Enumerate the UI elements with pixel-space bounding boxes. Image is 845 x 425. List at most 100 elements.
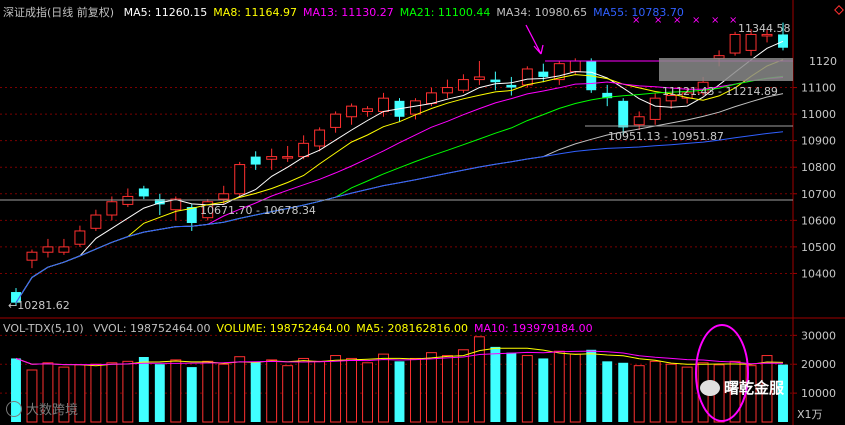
candle <box>410 98 421 120</box>
candle-body <box>378 97 389 112</box>
volume-highlight-circle <box>695 324 749 422</box>
candle-body <box>74 230 86 245</box>
candle-body <box>90 214 102 229</box>
y-tick-label: 10900 <box>801 135 836 148</box>
volume-bar <box>761 355 773 423</box>
svg-text:×: × <box>692 15 700 26</box>
candle <box>346 103 358 125</box>
candle-body <box>26 251 38 261</box>
volume-bar <box>218 363 230 423</box>
volume-bar <box>170 359 182 423</box>
candle-body <box>521 68 533 86</box>
candle <box>745 29 757 56</box>
volume-bar <box>538 358 549 422</box>
mid-price-label: 11121.43 - 11214.89 <box>662 85 778 98</box>
candle-body <box>729 33 741 54</box>
volume-bar <box>473 336 485 423</box>
candle-body <box>649 97 661 120</box>
candle-body <box>106 201 118 216</box>
candle <box>74 225 86 247</box>
reference-line-label: 1120 <box>809 55 837 68</box>
signal-markers: × × × × × × <box>632 15 737 26</box>
ma-legend-item: MA34: 10980.65 <box>496 6 588 19</box>
volume-bar <box>186 367 197 422</box>
mid-low-price-label: 10671.70 - 10678.34 <box>200 204 316 217</box>
volume-bar <box>298 357 310 423</box>
volume-bar <box>330 355 342 423</box>
candle-body <box>410 100 421 115</box>
candle <box>282 145 294 162</box>
volume-bar <box>681 366 693 423</box>
candle <box>490 71 501 91</box>
volume-bar <box>553 350 565 423</box>
candle <box>234 161 246 197</box>
candle <box>362 106 373 117</box>
candle-body <box>42 246 54 253</box>
volume-title: VOL-TDX(5,10) <box>3 322 84 335</box>
volume-bar <box>250 362 261 422</box>
volume-bar <box>410 357 421 423</box>
candle-body <box>330 113 342 128</box>
ma-layer <box>15 40 784 303</box>
recent-low-price-label: 10951.13 - 10951.87 <box>608 130 724 143</box>
candle-body <box>298 142 310 158</box>
candle-body <box>713 55 725 59</box>
y-tick-label: 10500 <box>801 241 836 254</box>
candle-body <box>202 201 214 219</box>
watermark-right-text: 曙乾金服 <box>724 379 785 397</box>
volume-bar <box>602 361 613 422</box>
low-price-label: ←10281.62 <box>8 299 70 312</box>
candle-body <box>282 156 294 159</box>
volume-bar <box>778 364 788 422</box>
candle-body <box>761 33 773 37</box>
y-tick-label: 10600 <box>801 214 836 227</box>
volume-bar <box>106 362 118 423</box>
svg-text:×: × <box>654 15 662 26</box>
volume-bar <box>90 363 102 423</box>
volume-legend-item: VOLUME: 198752464.00 <box>216 322 351 335</box>
candle-body <box>250 156 261 165</box>
volume-bar <box>569 353 581 423</box>
ma55-line <box>15 131 784 303</box>
watermark-left: 大数跨境 <box>6 399 78 418</box>
y-tick-label: 11100 <box>801 82 836 95</box>
volume-bar <box>394 361 405 422</box>
volume-bar <box>426 352 437 423</box>
y-tick-label: 10700 <box>801 188 836 201</box>
svg-text:×: × <box>711 15 719 26</box>
candle-body <box>618 100 629 128</box>
arrow-icon <box>525 24 544 55</box>
candle <box>473 61 485 85</box>
volume-tick-label: 10000 <box>801 387 836 400</box>
volume-bar <box>506 352 517 422</box>
candle <box>441 79 453 99</box>
volume-bar <box>441 355 453 423</box>
candle-body <box>426 92 437 104</box>
candle-body <box>346 105 358 118</box>
volume-bar <box>457 349 469 423</box>
candle-body <box>186 207 197 223</box>
volume-bar <box>586 349 597 422</box>
wechat-icon <box>700 380 720 396</box>
candle <box>138 185 149 200</box>
candle <box>394 98 405 123</box>
volume-legend-item: MA5: 208162816.00 <box>356 322 468 335</box>
candle <box>553 61 565 85</box>
candle-body <box>553 63 565 81</box>
candle-body <box>681 92 693 99</box>
volume-bar <box>378 353 389 423</box>
candle-body <box>170 198 182 211</box>
chart-header: 深证成指(日线 前复权) MA5: 11260.15 MA8: 11164.97 M… <box>3 4 696 20</box>
svg-text:×: × <box>729 15 737 26</box>
volume-bar <box>633 365 645 423</box>
candle-body <box>538 71 549 77</box>
volume-header: VOL-TDX(5,10) VVOL: 198752464.00 VOLUME: … <box>3 322 605 335</box>
candle <box>602 84 613 107</box>
volume-bar <box>42 362 54 423</box>
volume-bar <box>282 365 294 423</box>
volume-tick-label: 20000 <box>801 358 836 371</box>
volume-bar <box>521 355 533 423</box>
highlight-zone <box>659 58 793 81</box>
candle-body <box>266 156 278 160</box>
svg-text:×: × <box>673 15 681 26</box>
